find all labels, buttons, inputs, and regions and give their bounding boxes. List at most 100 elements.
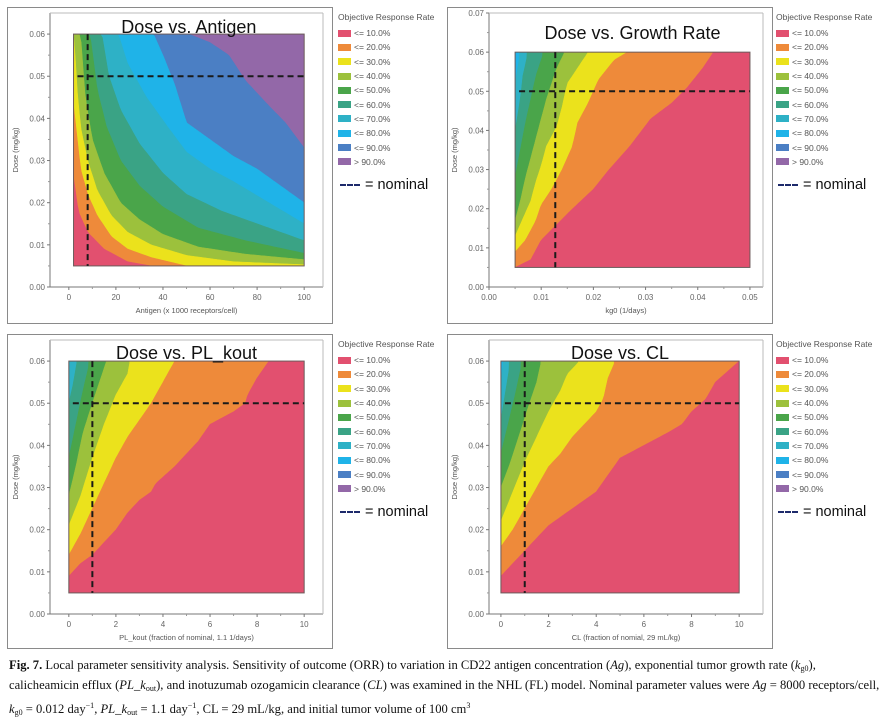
legend-swatch — [338, 29, 351, 37]
nominal-legend: = nominal — [338, 177, 434, 193]
y-tick-label: 0.01 — [468, 568, 484, 577]
legend-label: <= 10.0% — [792, 355, 829, 366]
legend-swatch — [776, 144, 789, 152]
legend-label: <= 90.0% — [792, 469, 829, 480]
y-axis-label: Dose (mg/kg) — [450, 127, 459, 173]
legend-swatch — [776, 385, 789, 393]
caption-text: ), exponential tumor growth rate ( — [624, 658, 795, 672]
legend-swatch — [338, 370, 351, 378]
y-tick-label: 0.01 — [468, 244, 484, 253]
chart-antigen: 0.00 0.01 0.02 0.03 0.04 0.05 0.06 0 20 40 60 80 100… — [11, 12, 324, 315]
y-axis-label: Dose (mg/kg) — [11, 454, 20, 500]
legend-item: <= 60.0% — [338, 424, 434, 438]
legend: Objective Response Rate <= 10.0% <= 20.0% <… — [338, 339, 434, 520]
legend-title: Objective Response Rate — [776, 12, 873, 22]
legend-swatch — [776, 485, 789, 493]
y-tick-label: 0.07 — [468, 9, 484, 18]
y-tick-label: 0.04 — [468, 126, 484, 135]
legend-item: <= 20.0% — [776, 367, 872, 381]
legend-item: <= 40.0% — [338, 69, 434, 83]
legend-swatch — [338, 413, 351, 421]
legend-label: <= 30.0% — [354, 383, 391, 394]
nominal-legend: = nominal — [776, 177, 872, 193]
x-tick-label: 10 — [735, 620, 744, 629]
x-tick-label: 8 — [255, 620, 260, 629]
dashed-line-icon — [778, 510, 798, 513]
caption-symbol: CL — [367, 678, 383, 692]
x-axis-label: PL_kout (fraction of nominal, 1.1 1/days… — [119, 633, 254, 642]
y-tick-label: 0.03 — [468, 166, 484, 175]
legend-label: <= 80.0% — [792, 455, 829, 466]
legend-item: > 90.0% — [338, 155, 434, 169]
panel-antigen: 0.00 0.01 0.02 0.03 0.04 0.05 0.06 0 20 40 60 80 100… — [0, 0, 445, 325]
legend-title: Objective Response Rate — [338, 12, 435, 22]
x-tick-label: 0.05 — [742, 293, 758, 302]
caption-text: ), calicheamicin efflux ( — [9, 658, 816, 692]
contour-bands — [68, 361, 305, 593]
legend-swatch — [338, 456, 351, 464]
legend-item: <= 10.0% — [338, 353, 434, 367]
y-axis-label: Dose (mg/kg) — [11, 127, 20, 173]
x-tick-label: 8 — [689, 620, 694, 629]
nominal-label: = nominal — [803, 503, 867, 520]
legend-swatch — [776, 115, 789, 123]
legend-label: <= 40.0% — [792, 398, 829, 409]
y-tick-label: 0.02 — [29, 199, 45, 208]
legend-label: <= 10.0% — [354, 28, 391, 39]
legend-label: <= 30.0% — [792, 383, 829, 394]
legend-label: <= 80.0% — [354, 128, 391, 139]
legend-item: <= 20.0% — [338, 367, 434, 381]
x-tick-label: 4 — [161, 620, 166, 629]
caption-symbol: PL_k — [119, 678, 146, 692]
panel-growth-rate: 0.00 0.01 0.02 0.03 0.04 0.05 0.06 0.07 0.00 0.01… — [445, 0, 887, 325]
caption-subscript: out — [145, 684, 157, 693]
x-tick-label: 60 — [206, 293, 215, 302]
legend-label: <= 70.0% — [792, 440, 829, 451]
legend-label: <= 90.0% — [354, 469, 391, 480]
band-0-region — [68, 361, 305, 593]
legend-label: <= 50.0% — [354, 412, 391, 423]
y-tick-label: 0.06 — [468, 48, 484, 57]
x-axis-label: kg0 (1/days) — [605, 306, 647, 315]
y-tick-label: 0.00 — [468, 283, 484, 292]
legend-swatch — [776, 413, 789, 421]
x-tick-label: 2 — [546, 620, 551, 629]
caption-text: ), and inotuzumab ozogamicin clearance ( — [156, 678, 368, 692]
data-box — [500, 360, 740, 594]
chart-title: Dose vs. CL — [571, 343, 669, 363]
legend-item: <= 20.0% — [338, 40, 434, 54]
panel-cl: 0.00 0.01 0.02 0.03 0.04 0.05 0.06 0 2 4 6 8 10 Dose … — [445, 325, 887, 650]
x-tick-label: 0.02 — [586, 293, 602, 302]
legend-label: <= 90.0% — [354, 142, 391, 153]
x-axis-label: Antigen (x 1000 receptors/cell) — [136, 306, 238, 315]
x-tick-label: 20 — [111, 293, 120, 302]
caption-text: , CL = 29 mL/kg, and initial tumor volum… — [196, 702, 467, 716]
legend-item: <= 80.0% — [338, 126, 434, 140]
x-tick-label: 6 — [642, 620, 647, 629]
legend-swatch — [338, 428, 351, 436]
legend-label: <= 20.0% — [792, 42, 829, 53]
legend: Objective Response Rate <= 10.0% <= 20.0% <… — [338, 12, 434, 193]
y-tick-label: 0.06 — [468, 357, 484, 366]
legend-swatch — [776, 399, 789, 407]
legend-item: <= 90.0% — [776, 140, 872, 154]
legend-label: <= 20.0% — [354, 42, 391, 53]
legend-swatch — [338, 144, 351, 152]
caption-text: = 8000 receptors/cell, — [766, 678, 880, 692]
x-tick-label: 0.00 — [481, 293, 497, 302]
y-tick-label: 0.06 — [29, 30, 45, 39]
caption-text: Local parameter sensitivity analysis. Se… — [42, 658, 611, 672]
y-tick-label: 0.05 — [468, 399, 484, 408]
band-0-region — [515, 52, 750, 268]
data-box — [73, 33, 305, 267]
x-tick-label: 0 — [67, 620, 72, 629]
legend-label: > 90.0% — [792, 483, 824, 494]
legend-label: <= 40.0% — [792, 71, 829, 82]
legend-label: <= 10.0% — [354, 355, 391, 366]
legend-swatch — [338, 485, 351, 493]
legend-label: <= 10.0% — [792, 28, 829, 39]
nominal-label: = nominal — [365, 176, 429, 193]
legend-swatch — [338, 86, 351, 94]
legend-label: > 90.0% — [354, 156, 386, 167]
legend-swatch — [776, 370, 789, 378]
